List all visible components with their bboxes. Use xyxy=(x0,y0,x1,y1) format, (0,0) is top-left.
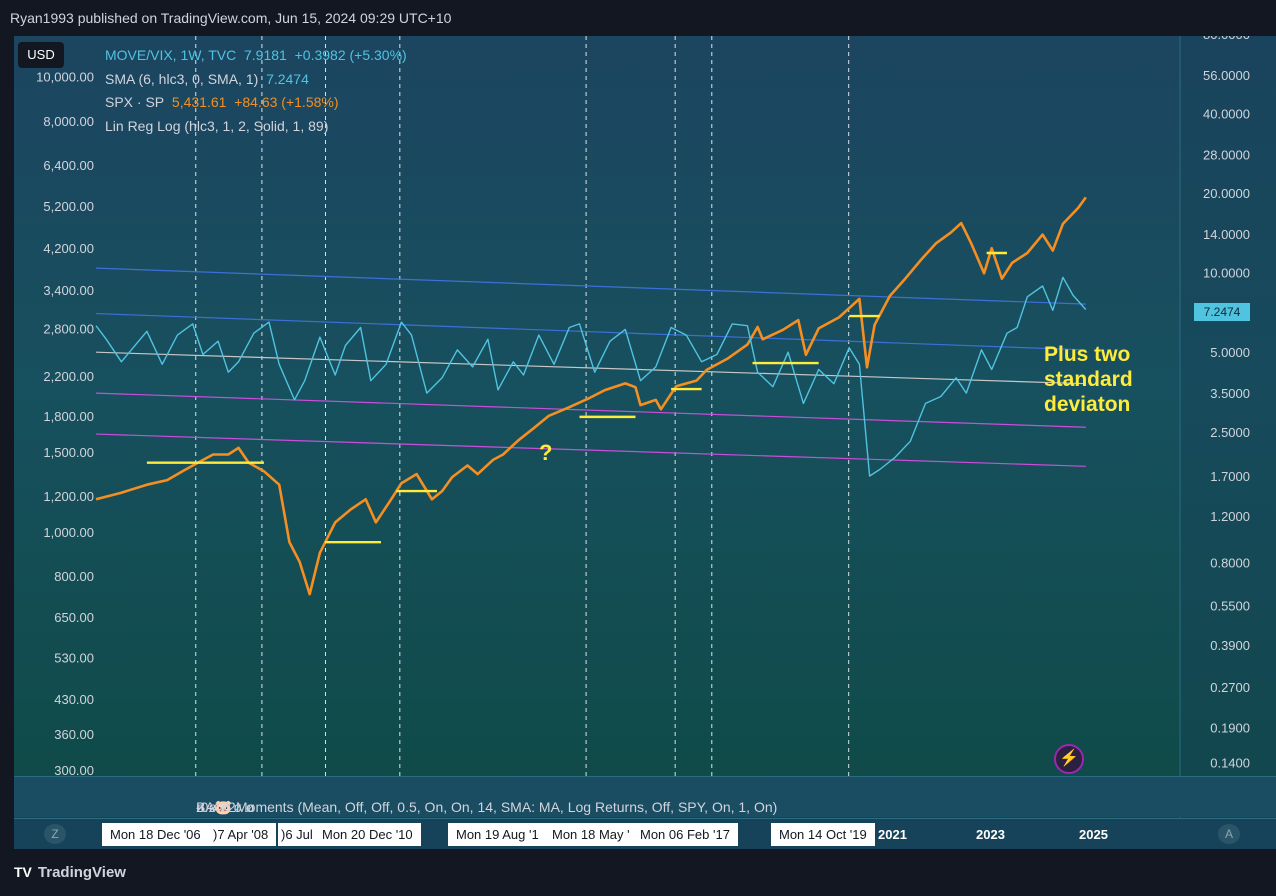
indicator-pane[interactable]: BA🐷 Moments (Mean, Off, Off, 0.5, On, On… xyxy=(14,776,1276,817)
left-tick-label: 1,500.00 xyxy=(43,445,94,460)
right-tick-label: 0.8000 xyxy=(1210,556,1250,571)
date-box: Mon 06 Feb '17 xyxy=(632,823,738,846)
right-tick-label: 0.2700 xyxy=(1210,680,1250,695)
published-header: Ryan1993 published on TradingView.com, J… xyxy=(0,0,1276,36)
indicator-legend: BA🐷 Moments (Mean, Off, Off, 0.5, On, On… xyxy=(105,788,777,815)
series-move-vix-line xyxy=(95,276,1087,477)
legend-spx[interactable]: SPX · SP 5,431.61 +84.63 (+1.58%) xyxy=(105,91,407,115)
legend-spx-price: 5,431.61 xyxy=(171,94,227,110)
left-tick-label: 800.00 xyxy=(54,569,94,584)
date-box: )6 Jul xyxy=(278,823,317,846)
right-price-scale-bg xyxy=(1180,36,1276,820)
left-tick-label: 430.00 xyxy=(54,692,94,707)
footer: TV TradingView xyxy=(0,850,1276,896)
auto-scale-button[interactable]: A xyxy=(1218,824,1240,844)
left-tick-label: 300.00 xyxy=(54,763,94,778)
current-value-tag: 7.2474 xyxy=(1194,303,1250,321)
left-tick-label: 4,200.00 xyxy=(43,241,94,256)
time-axis[interactable]: Mon 18 Dec '06 )7 Apr '08 )6 Jul Mon 20 … xyxy=(14,818,1276,849)
indicator-value: -0.422 xyxy=(196,799,236,815)
date-box: Mon 19 Aug '1 xyxy=(448,823,547,846)
date-box: Mon 20 Dec '10 xyxy=(314,823,421,846)
right-tick-label: 0.3900 xyxy=(1210,638,1250,653)
right-tick-label: 56.0000 xyxy=(1203,68,1250,83)
tradingview-logo-text: TradingView xyxy=(37,864,126,881)
tradingview-logo-icon: TV xyxy=(14,864,32,880)
right-tick-label: 2.5000 xyxy=(1210,425,1250,440)
regression-line-mean xyxy=(95,351,1086,385)
year-label: 2023 xyxy=(976,827,1005,842)
right-tick-label: 28.0000 xyxy=(1203,147,1250,162)
legend-sma-value: 7.2474 xyxy=(266,70,309,87)
left-tick-label: 650.00 xyxy=(54,610,94,625)
legend-linreg[interactable]: Lin Reg Log (hlc3, 1, 2, Solid, 1, 89) xyxy=(105,115,407,139)
right-tick-label: 40.0000 xyxy=(1203,106,1250,121)
tradingview-logo[interactable]: TV TradingView xyxy=(14,864,126,881)
left-tick-label: 360.00 xyxy=(54,727,94,742)
regression-line-lower-inner xyxy=(95,392,1086,428)
log-toggle-left-button[interactable]: Z xyxy=(44,824,66,844)
left-tick-label: 3,400.00 xyxy=(43,283,94,298)
date-box: Mon 14 Oct '19 xyxy=(771,823,875,846)
legend-move-vix[interactable]: MOVE/VIX, 1W, TVC 7.9181 +0.3982 (+5.30%… xyxy=(105,44,407,68)
year-label: 2025 xyxy=(1079,827,1108,842)
left-tick-label: 8,000.00 xyxy=(43,114,94,129)
left-tick-label: 2,200.00 xyxy=(43,369,94,384)
legend-spx-name: SPX · SP xyxy=(105,94,165,110)
lightning-icon[interactable]: ⚡ xyxy=(1054,744,1084,774)
right-tick-label: 1.2000 xyxy=(1210,509,1250,524)
regression-line-upper-inner xyxy=(95,312,1086,351)
chart-svg: 300.00 360.00 430.00 530.00 650.00 800.00 1,00… xyxy=(36,36,1276,820)
left-tick-label: 6,400.00 xyxy=(43,158,94,173)
legend: MOVE/VIX, 1W, TVC 7.9181 +0.3982 (+5.30%… xyxy=(105,44,407,138)
regression-line-lower-outer xyxy=(95,433,1086,467)
right-tick-label: 14.0000 xyxy=(1203,227,1250,242)
right-tick-label: 3.5000 xyxy=(1210,386,1250,401)
year-label: 2021 xyxy=(878,827,907,842)
right-tick-label: 0.5500 xyxy=(1210,599,1250,614)
legend-spx-change: +84.63 (+1.58%) xyxy=(234,94,339,110)
series-spx-line xyxy=(95,196,1087,596)
date-box: Mon 18 Dec '06 xyxy=(102,823,209,846)
date-box: )7 Apr '08 xyxy=(209,823,277,846)
left-tick-label: 1,200.00 xyxy=(43,489,94,504)
right-tick-label: 5.0000 xyxy=(1210,345,1250,360)
indicator-tail: ø ø ø ø ø xyxy=(196,799,255,815)
left-tick-label: 10,000.00 xyxy=(36,70,94,85)
right-tick-label: 1.7000 xyxy=(1210,469,1250,484)
annotation-plus-two: Plus two standard deviaton xyxy=(1044,343,1133,416)
left-tick-label: 530.00 xyxy=(54,651,94,666)
right-tick-label: 0.1900 xyxy=(1210,721,1250,736)
right-tick-label: 0.1400 xyxy=(1210,756,1250,771)
legend-move-vix-price: 7.9181 xyxy=(244,47,287,63)
right-tick-label: 10.0000 xyxy=(1203,266,1250,281)
indicator-name: BA🐷 Moments (Mean, Off, Off, 0.5, On, On… xyxy=(196,799,778,815)
chart-area[interactable]: 300.00 360.00 430.00 530.00 650.00 800.00 1,00… xyxy=(14,36,1276,820)
currency-button[interactable]: USD xyxy=(18,42,64,68)
legend-move-vix-name: MOVE/VIX, 1W, TVC xyxy=(105,47,237,63)
left-tick-label: 5,200.00 xyxy=(43,199,94,214)
legend-sma[interactable]: SMA (6, hlc3, 0, SMA, 1) 7.2474 xyxy=(105,68,407,92)
left-tick-label: 1,000.00 xyxy=(43,525,94,540)
legend-sma-name: SMA (6, hlc3, 0, SMA, 1) xyxy=(105,70,259,87)
annotation-question: ? xyxy=(539,440,553,465)
left-tick-label: 1,800.00 xyxy=(43,409,94,424)
legend-linreg-name: Lin Reg Log (hlc3, 1, 2, Solid, 1, 89) xyxy=(105,117,329,134)
right-tick-label: 20.0000 xyxy=(1203,186,1250,201)
regression-line-upper-outer xyxy=(95,267,1086,305)
date-box: Mon 18 May ' xyxy=(544,823,638,846)
legend-move-vix-change: +0.3982 (+5.30%) xyxy=(294,47,407,63)
right-tick-label: 80.0000 xyxy=(1203,36,1250,42)
left-tick-label: 2,800.00 xyxy=(43,321,94,336)
published-text: Ryan1993 published on TradingView.com, J… xyxy=(10,10,452,26)
